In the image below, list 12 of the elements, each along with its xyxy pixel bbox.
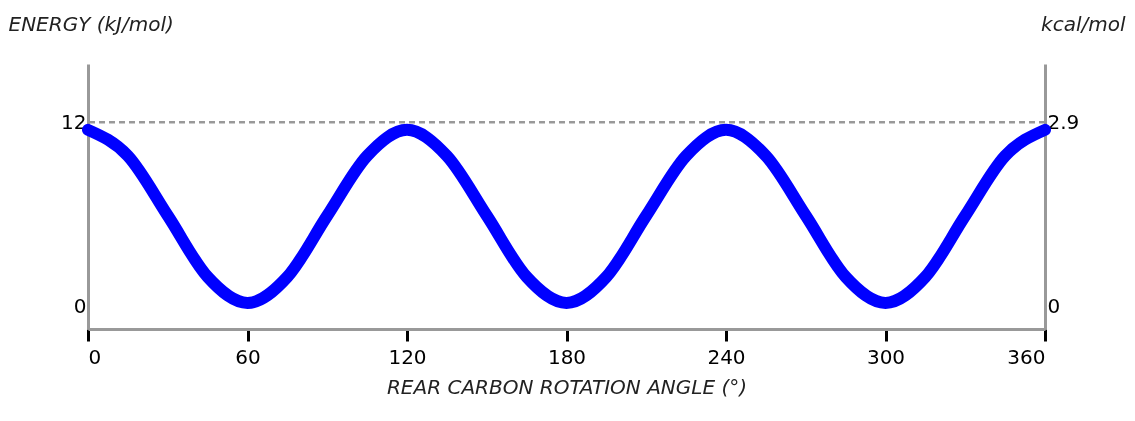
- y-axis-title: ENERGY (kJ/mol): [8, 11, 174, 36]
- y-tick-label: 12: [61, 109, 87, 134]
- y2-axis-title: kcal/mol: [1041, 11, 1126, 36]
- x-tick-label: 120: [388, 344, 427, 369]
- x-tick-label: 60: [235, 344, 261, 369]
- x-axis-title: REAR CARBON ROTATION ANGLE (°): [386, 374, 748, 399]
- x-tick-label: 180: [547, 344, 587, 369]
- x-tick-label: 300: [866, 344, 906, 369]
- x-tick-label: 240: [707, 344, 746, 369]
- y2-tick-label: 0: [1047, 293, 1061, 318]
- y2-tick-label: 2.9: [1047, 109, 1080, 134]
- x-tick-label: 360: [1007, 344, 1046, 369]
